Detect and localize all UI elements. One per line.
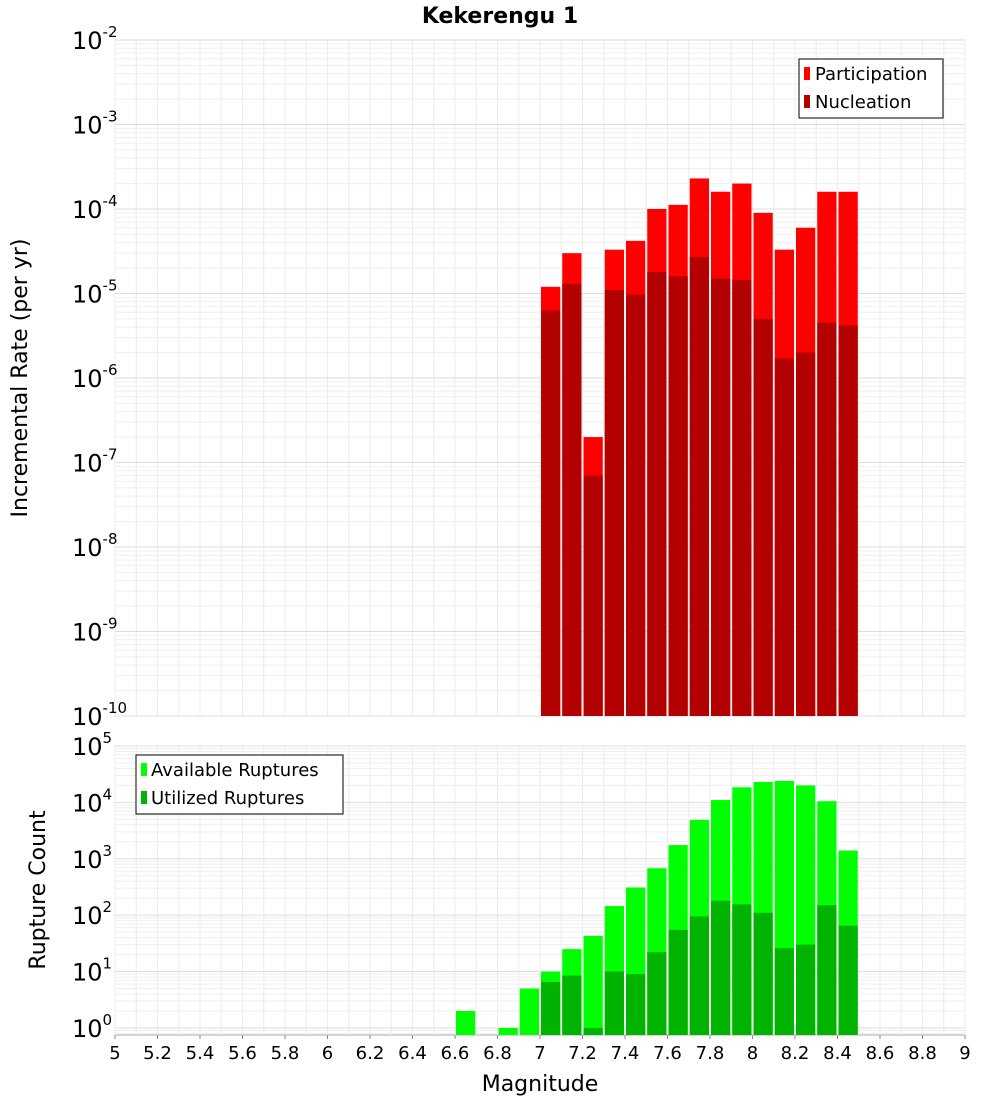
x-tick-label: 7.6 (653, 1043, 682, 1064)
top-bar-secondary (604, 290, 624, 716)
y-tick-label: 104 (72, 785, 112, 817)
x-tick-label: 7.8 (696, 1043, 725, 1064)
x-tick-label: 6.4 (398, 1043, 427, 1064)
y-tick-label: 10-8 (72, 530, 118, 562)
top-bar-secondary (626, 294, 646, 716)
top-bar-secondary (796, 352, 816, 716)
y-tick-label: 10-10 (72, 699, 127, 731)
top-bar-secondary (541, 310, 561, 716)
bottom-bar-secondary (689, 916, 709, 1035)
x-tick-label: 8.6 (866, 1043, 895, 1064)
bottom-bar-secondary (796, 944, 816, 1035)
top-bar-secondary (562, 283, 582, 716)
top-bar-secondary (647, 271, 667, 716)
bottom-panel: 100 101 102 103 104 105 5 5.2 5.4 5.6 5.8 6 6.2 6.4 6… (26, 729, 971, 1097)
bottom-bar-secondary (711, 900, 731, 1035)
bottom-bar-secondary (647, 952, 667, 1035)
bottom-bar-secondary (562, 975, 582, 1035)
y-tick-label: 101 (72, 955, 112, 987)
y-tick-label: 10-9 (72, 615, 118, 647)
legend-label-available: Available Ruptures (151, 760, 319, 781)
y-tick-label: 10-6 (72, 361, 118, 393)
bottom-bar-primary (498, 1027, 518, 1035)
x-tick-label: 5.4 (186, 1043, 215, 1064)
y-tick-label: 10-4 (72, 192, 118, 224)
top-bar-secondary (753, 318, 773, 716)
legend-swatch-participation (804, 67, 810, 80)
bottom-bar-secondary (838, 925, 858, 1035)
bottom-bar-primary (583, 935, 603, 1035)
bottom-bar-primary (456, 1010, 476, 1035)
bottom-bar-secondary (817, 905, 837, 1035)
bottom-bar-secondary (753, 912, 773, 1035)
x-tick-label: 6.8 (483, 1043, 512, 1064)
bottom-bar-secondary (626, 974, 646, 1035)
bottom-y-axis-label: Rupture Count (26, 810, 51, 970)
y-tick-label: 102 (72, 898, 112, 930)
legend-swatch-available (141, 763, 147, 776)
x-tick-label: 5.2 (143, 1043, 172, 1064)
x-tick-label: 6.2 (356, 1043, 385, 1064)
top-bar-secondary (817, 322, 837, 716)
y-tick-label: 103 (72, 842, 112, 874)
bottom-bar-secondary (774, 948, 794, 1035)
bottom-bar-secondary (732, 904, 752, 1035)
bottom-bar-secondary (541, 982, 561, 1035)
legend-label-participation: Participation (815, 64, 927, 85)
x-tick-label: 5 (109, 1043, 120, 1064)
x-tick-label: 5.8 (271, 1043, 300, 1064)
legend-swatch-nucleation (804, 95, 810, 108)
y-tick-label: 10-5 (72, 277, 118, 309)
bottom-legend: Available Ruptures Utilized Ruptures (135, 754, 344, 815)
x-tick-label: 8 (747, 1043, 758, 1064)
x-tick-label: 6.6 (441, 1043, 470, 1064)
y-tick-label: 10-2 (72, 23, 118, 55)
x-tick-label: 5.6 (228, 1043, 257, 1064)
x-tick-label: 8.2 (781, 1043, 810, 1064)
x-tick-label: 7.4 (611, 1043, 640, 1064)
y-tick-label: 100 (72, 1011, 112, 1043)
x-tick-label: 7 (534, 1043, 545, 1064)
top-bar-secondary (774, 358, 794, 716)
x-tick-label: 6 (322, 1043, 333, 1064)
top-bar-secondary (732, 279, 752, 716)
y-tick-label: 105 (72, 729, 112, 761)
bottom-bar-secondary (604, 971, 624, 1035)
x-axis-label: Magnitude (482, 1072, 599, 1097)
top-bar-secondary (711, 278, 731, 716)
top-bar-secondary (668, 276, 688, 716)
x-tick-label: 8.8 (908, 1043, 937, 1064)
top-y-axis-label: Incremental Rate (per yr) (8, 239, 33, 518)
x-tick-label: 9 (959, 1043, 970, 1064)
bottom-bar-secondary (668, 929, 688, 1035)
top-panel: 10-2 10-3 10-4 10-5 10-6 10-7 10-8 10-9 10-10 In… (8, 23, 966, 731)
top-bar-secondary (838, 325, 858, 716)
top-bar-secondary (583, 475, 603, 716)
top-legend: Participation Nucleation (798, 58, 944, 119)
legend-swatch-utilized (141, 791, 147, 804)
y-tick-label: 10-7 (72, 446, 118, 478)
bottom-bar-primary (519, 988, 539, 1035)
top-bar-secondary (689, 257, 709, 716)
x-tick-label: 7.2 (568, 1043, 597, 1064)
bottom-bar-secondary (583, 1027, 603, 1035)
x-tick-label: 8.4 (823, 1043, 852, 1064)
legend-label-nucleation: Nucleation (815, 92, 911, 113)
legend-label-utilized: Utilized Ruptures (151, 788, 304, 809)
y-tick-label: 10-3 (72, 108, 118, 140)
chart-title: Kekerengu 1 (422, 4, 578, 29)
